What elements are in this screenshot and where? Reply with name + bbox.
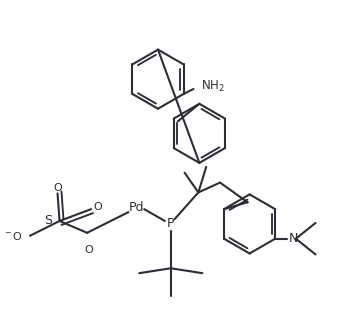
Text: NH$_2$: NH$_2$ xyxy=(201,78,225,94)
Text: Pd: Pd xyxy=(128,201,144,214)
Text: O: O xyxy=(85,245,94,255)
Text: O: O xyxy=(94,202,102,212)
Text: S: S xyxy=(44,215,53,228)
Text: $^-$O: $^-$O xyxy=(3,230,23,242)
Text: P: P xyxy=(167,217,174,230)
Text: O: O xyxy=(53,183,62,193)
Text: N: N xyxy=(289,232,298,245)
